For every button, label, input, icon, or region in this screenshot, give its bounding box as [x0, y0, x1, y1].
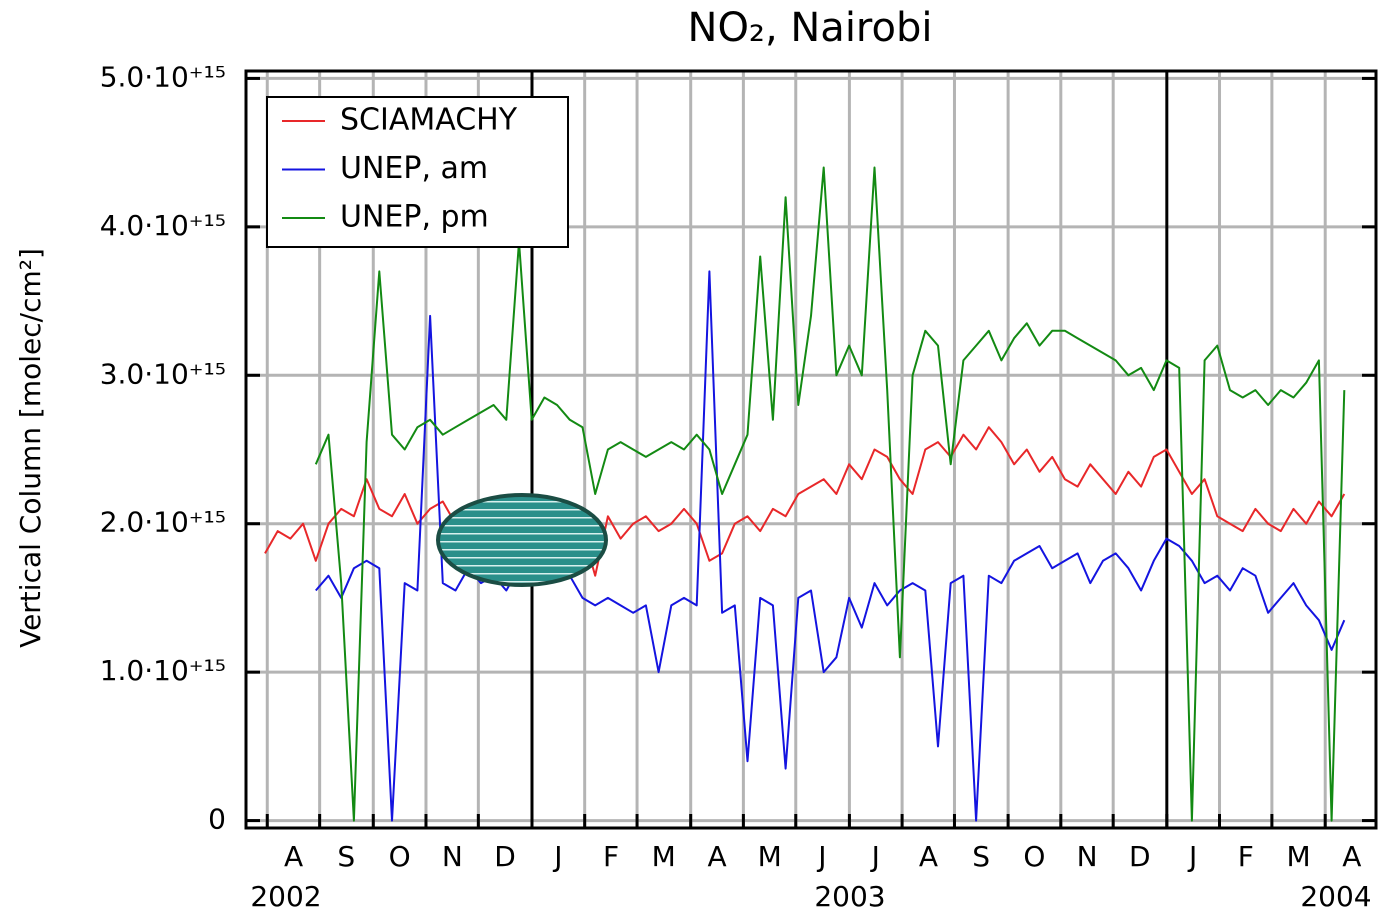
- x-tick-label: M: [758, 840, 782, 873]
- legend-label: UNEP, am: [340, 151, 488, 186]
- legend: SCIAMACHY UNEP, am UNEP, pm: [266, 96, 569, 248]
- y-tick-label: 2.0·10⁺¹⁵: [100, 506, 226, 539]
- x-tick-label: M: [1286, 840, 1310, 873]
- x-tick-label: A: [1342, 840, 1361, 873]
- x-tick-label: A: [919, 840, 938, 873]
- x-tick-label: D: [494, 840, 516, 873]
- y-tick-label: 1.0·10⁺¹⁵: [100, 654, 226, 687]
- x-tick-label: J: [816, 840, 826, 873]
- y-tick-label: 5.0·10⁺¹⁵: [100, 60, 226, 93]
- x-tick-label: S: [337, 840, 355, 873]
- legend-label: SCIAMACHY: [340, 103, 518, 138]
- x-tick-label: A: [284, 840, 303, 873]
- y-tick-label: 3.0·10⁺¹⁵: [100, 357, 226, 390]
- series-line: [314, 166, 1346, 822]
- x-tick-label: O: [389, 840, 411, 873]
- x-tick-label: N: [1077, 840, 1098, 873]
- x-tick-label: A: [707, 840, 726, 873]
- x-tick-label: J: [552, 840, 562, 873]
- x-tick-label: D: [1129, 840, 1151, 873]
- y-tick-label: 0: [208, 803, 226, 836]
- year-label: 2002: [250, 880, 321, 913]
- chart-title: NO₂, Nairobi: [688, 5, 933, 51]
- x-tick-label: N: [442, 840, 463, 873]
- plot-frame: [244, 69, 1378, 830]
- series-line: [264, 426, 1346, 577]
- overlay-ellipse: [436, 493, 608, 587]
- x-tick-label: M: [652, 840, 676, 873]
- year-label: 2003: [814, 880, 885, 913]
- x-tick-label: F: [1238, 840, 1254, 873]
- x-tick-label: J: [870, 840, 880, 873]
- legend-label: UNEP, pm: [340, 200, 489, 235]
- y-axis-label: Vertical Column [molec/cm²]: [14, 248, 47, 648]
- x-tick-label: J: [1187, 840, 1197, 873]
- x-tick-label: S: [972, 840, 990, 873]
- year-label: 2004: [1300, 880, 1371, 913]
- y-tick-label: 4.0·10⁺¹⁵: [100, 209, 226, 242]
- x-tick-label: O: [1023, 840, 1045, 873]
- x-tick-label: F: [603, 840, 619, 873]
